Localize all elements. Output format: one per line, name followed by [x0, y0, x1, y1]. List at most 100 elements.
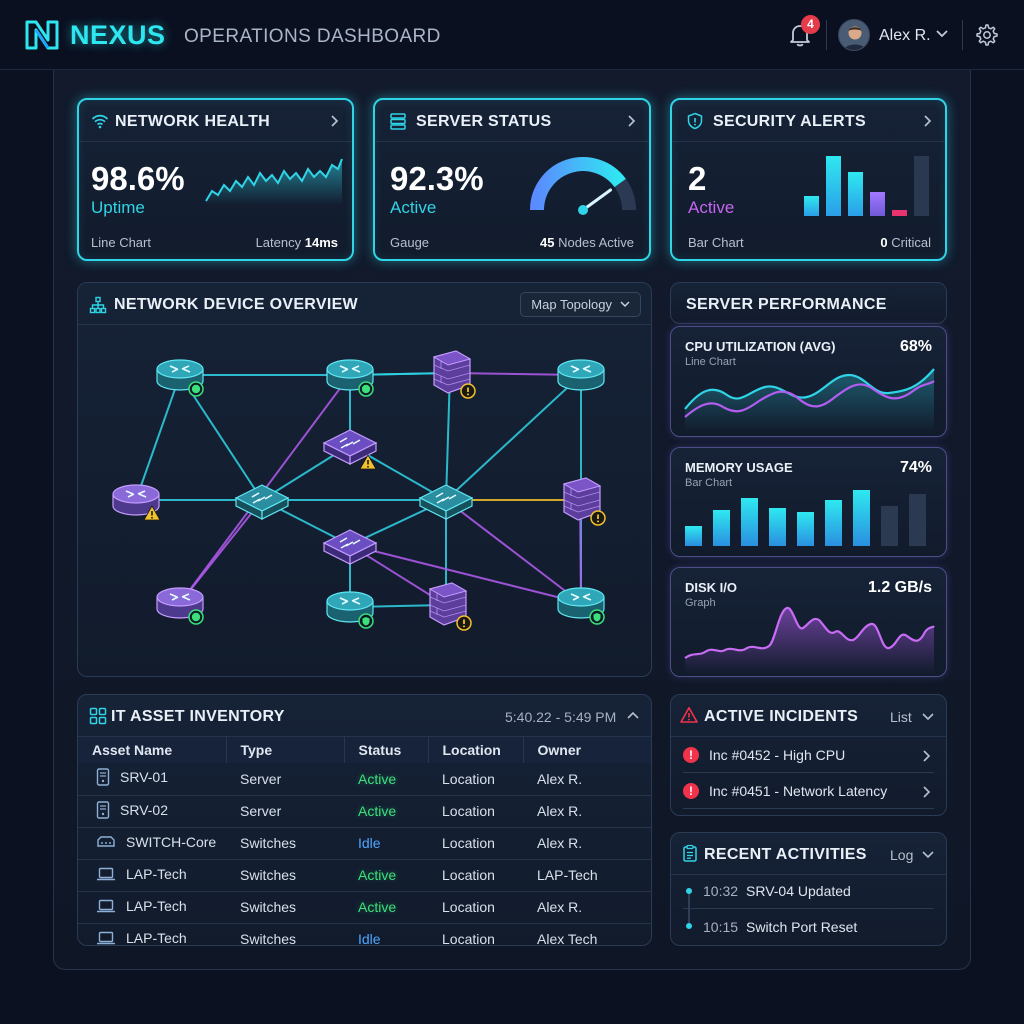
cell-type: Switches	[226, 891, 344, 924]
server-stack-icon	[390, 113, 406, 130]
chevron-down-icon[interactable]	[935, 29, 949, 39]
memory-bar	[825, 500, 842, 546]
network-switch-icon[interactable]	[322, 429, 378, 465]
warning-icon	[460, 383, 476, 399]
cell-text: SRV-02	[120, 801, 168, 818]
disk-value: 1.2 GB/s	[867, 579, 932, 596]
view-mode-dropdown[interactable]: List	[890, 709, 912, 725]
laptop-icon	[96, 899, 116, 916]
column-header[interactable]: Owner	[523, 737, 651, 763]
cell-name: SWITCH-Core	[78, 827, 226, 860]
warning-icon	[143, 505, 161, 521]
warning-triangle-icon	[680, 707, 698, 723]
alerts-bar-chart	[804, 156, 929, 216]
cpu-line-chart	[684, 368, 935, 433]
cpu-utilization-card[interactable]: CPU UTILIZATION (AVG) Line Chart 68%	[670, 326, 947, 437]
cell-text: Switches	[240, 899, 297, 915]
table-row[interactable]: SRV-01 Server Active Location Alex R.	[78, 763, 651, 796]
cell-owner: LAP-Tech	[523, 859, 651, 892]
cell-text: Alex R.	[537, 899, 583, 915]
cell-type: Switches	[226, 923, 344, 945]
disk-io-card[interactable]: DISK I/O Graph 1.2 GB/s	[670, 567, 947, 677]
column-header[interactable]: Type	[226, 737, 345, 763]
network-switch-icon[interactable]	[322, 529, 378, 565]
memory-bar	[797, 512, 814, 546]
table-row[interactable]: LAP-Tech Switches Idle Location Alex Tech	[78, 923, 651, 945]
cell-text: Idle	[358, 931, 381, 945]
cell-text: Active	[358, 867, 397, 883]
chevron-right-icon[interactable]	[923, 114, 933, 128]
memory-usage-card[interactable]: MEMORY USAGE Bar Chart 74%	[670, 447, 947, 557]
chevron-down-icon	[620, 301, 630, 308]
cell-text: Switches	[240, 867, 297, 883]
chevron-right-icon[interactable]	[627, 114, 637, 128]
server-gauge	[530, 157, 636, 215]
router-icon[interactable]	[557, 359, 605, 391]
security-alerts-card[interactable]: SECURITY ALERTS 2 Active Bar Chart 0 Cri…	[670, 98, 947, 261]
map-topology-dropdown[interactable]: Map Topology	[520, 292, 641, 317]
cell-status: Idle	[344, 827, 428, 860]
status-ok-icon	[188, 609, 204, 625]
table-row[interactable]: LAP-Tech Switches Active Location LAP-Tech	[78, 859, 651, 892]
panel-title: NETWORK DEVICE OVERVIEW	[114, 296, 358, 313]
avatar[interactable]	[838, 19, 870, 51]
incident-item[interactable]: ! Inc #0451 - Network Latency	[683, 773, 934, 809]
cell-owner: Alex R.	[523, 891, 651, 924]
cell-location: Location	[428, 923, 523, 945]
nodes-value: 45	[540, 235, 555, 250]
network-device-overview-panel: NETWORK DEVICE OVERVIEW Map Topology	[77, 282, 652, 677]
activity-item[interactable]: 10:32 SRV-04 Updated	[683, 873, 934, 909]
table-scroll-area[interactable]: Asset Name Type Status Location Owner SR…	[78, 737, 651, 945]
chevron-right-icon	[923, 786, 931, 798]
cell-text: Switches	[240, 835, 297, 851]
disk-io-graph	[684, 606, 935, 674]
user-name[interactable]: Alex R.	[879, 27, 931, 44]
clipboard-icon	[683, 844, 697, 862]
cpu-chart-type: Line Chart	[685, 356, 736, 368]
gear-icon[interactable]	[975, 23, 999, 47]
column-header[interactable]: Location	[428, 737, 524, 763]
uptime-label: Uptime	[91, 198, 145, 217]
memory-bar	[853, 490, 870, 546]
view-mode-dropdown[interactable]: Log	[890, 847, 913, 863]
server-status-card[interactable]: SERVER STATUS 92.3% Active Gauge 45 Node…	[373, 98, 651, 261]
panel-header: RECENT ACTIVITIES Log	[671, 833, 946, 875]
switch-icon	[96, 835, 116, 852]
chart-type-label: Gauge	[390, 235, 430, 250]
table-row[interactable]: SWITCH-Core Switches Idle Location Alex R.	[78, 827, 651, 860]
cell-status: Idle	[344, 923, 428, 945]
cell-text: Location	[442, 931, 495, 945]
table-row[interactable]: SRV-02 Server Active Location Alex R.	[78, 795, 651, 828]
cell-type: Server	[226, 763, 344, 796]
alert-bar	[914, 156, 929, 216]
chevron-up-icon[interactable]	[627, 711, 639, 719]
activity-item[interactable]: 10:15 Switch Port Reset	[683, 909, 934, 945]
chevron-down-icon[interactable]	[922, 713, 934, 721]
divider	[826, 20, 827, 50]
column-header[interactable]: Status	[344, 737, 429, 763]
warning-icon	[456, 615, 472, 631]
panel-title: ACTIVE INCIDENTS	[704, 708, 859, 725]
table-row[interactable]: LAP-Tech Switches Active Location Alex R.	[78, 891, 651, 924]
network-health-card[interactable]: NETWORK HEALTH 98.6% Uptime Line Chart L…	[77, 98, 354, 261]
cell-text: Switches	[240, 931, 297, 945]
panel-title: RECENT ACTIVITIES	[704, 846, 867, 863]
chevron-right-icon[interactable]	[330, 114, 340, 128]
nodes-label: Nodes Active	[558, 235, 634, 250]
memory-bar	[909, 494, 926, 546]
firewall-icon[interactable]	[432, 350, 472, 394]
shield-check-icon	[589, 609, 605, 625]
column-header[interactable]: Asset Name	[78, 737, 227, 763]
activity-text: Switch Port Reset	[746, 919, 858, 935]
active-value: 92.3%	[390, 160, 484, 197]
network-switch-icon[interactable]	[418, 484, 474, 520]
cell-text: LAP-Tech	[126, 898, 187, 915]
network-switch-icon[interactable]	[234, 484, 290, 520]
alert-bar	[826, 156, 841, 216]
router-icon[interactable]	[112, 484, 160, 516]
incident-item[interactable]: ! Inc #0452 - High CPU	[683, 737, 934, 773]
cell-text: Location	[442, 770, 495, 787]
chevron-down-icon[interactable]	[922, 851, 934, 859]
cell-location: Location	[428, 859, 523, 892]
alert-icon: !	[683, 747, 699, 763]
